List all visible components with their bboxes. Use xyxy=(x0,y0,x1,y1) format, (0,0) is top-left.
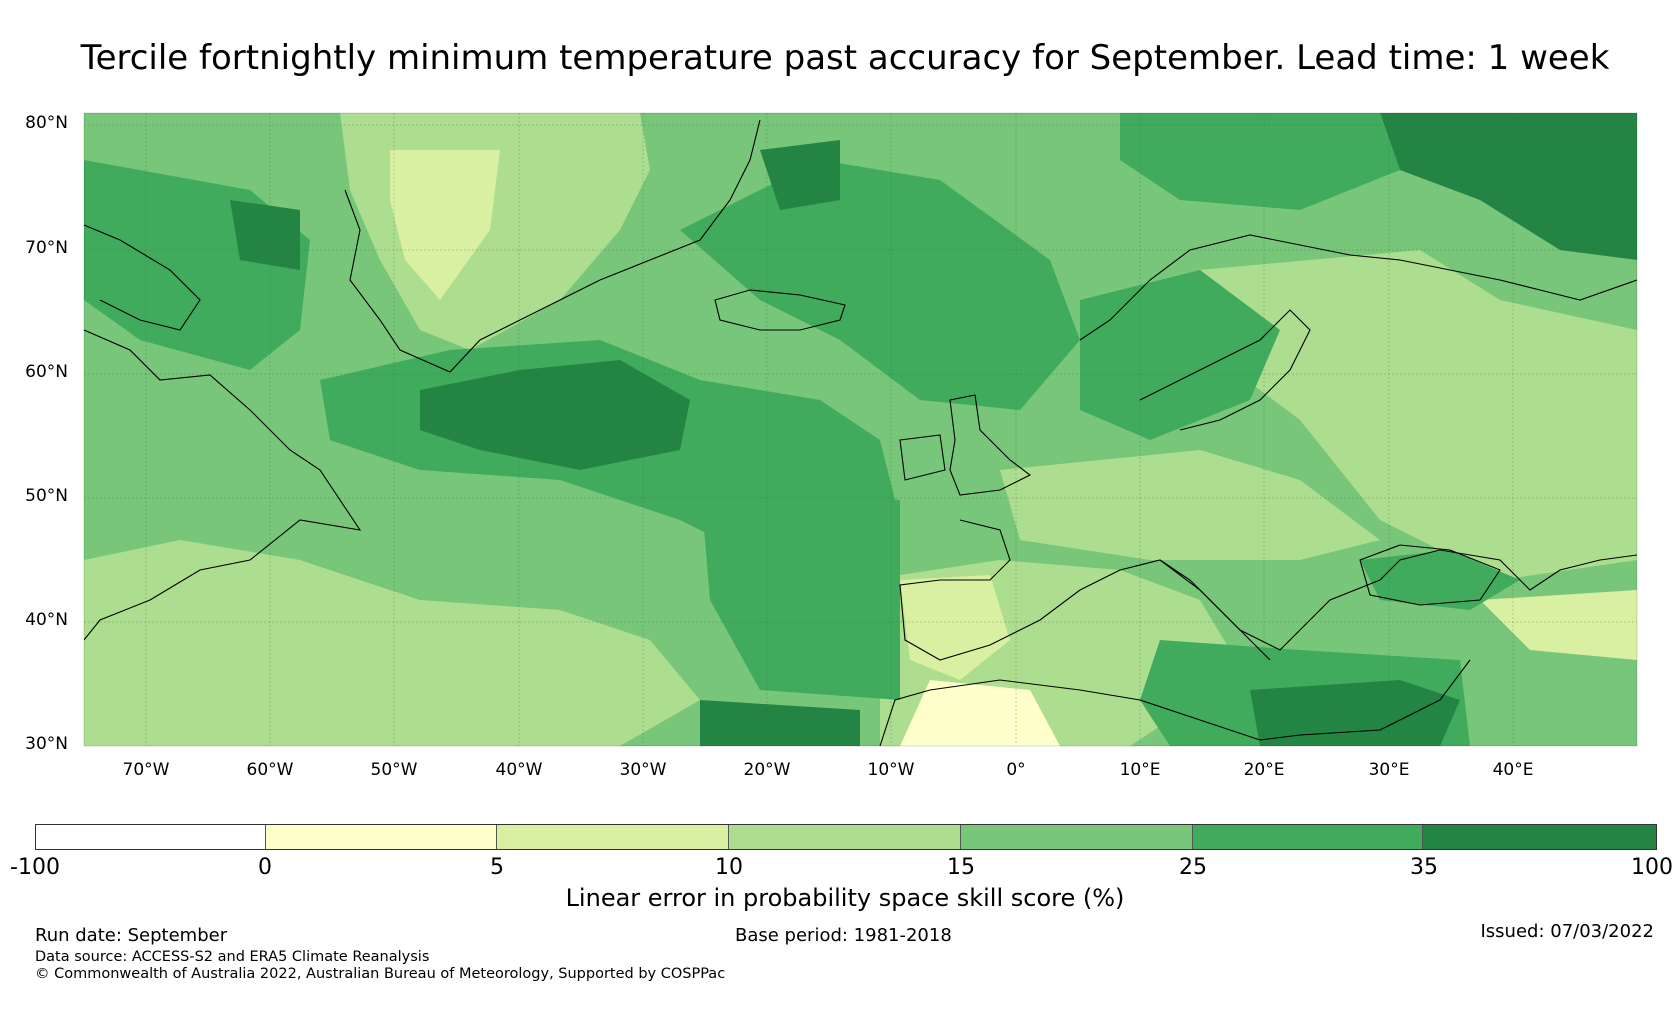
skill-region-norwegian-sea xyxy=(680,160,1080,410)
colorbar-bin-neg100-0 xyxy=(36,825,266,849)
skill-region-west-africa-coast xyxy=(700,480,900,700)
colorbar-label: Linear error in probability space skill … xyxy=(565,884,1125,912)
colorbar-tick-10: 10 xyxy=(715,855,743,880)
colorbar-bin-10-15 xyxy=(729,825,961,849)
coastline-scandinavia xyxy=(1079,234,1637,341)
colorbar-tick-0: 0 xyxy=(258,855,272,880)
coastline-italy xyxy=(1159,559,1271,661)
skill-region-azores-dark xyxy=(700,700,860,746)
lat-label-70n: 70°N xyxy=(25,238,68,258)
coastline-british-isles xyxy=(949,394,1032,496)
coastline-europe xyxy=(899,519,1637,661)
skill-region-caspian-light xyxy=(1480,590,1637,660)
lon-label-60w: 60°W xyxy=(246,760,294,780)
map-frame xyxy=(83,112,1638,747)
skill-region-east-greenland-dark xyxy=(760,140,840,210)
coastline-black-sea xyxy=(1359,544,1501,606)
colorbar-tick-100: 100 xyxy=(1631,855,1673,880)
lon-label-20e: 20°E xyxy=(1243,760,1285,780)
skill-region-barents-dark xyxy=(1380,113,1637,260)
skill-region-arctic xyxy=(1120,113,1400,210)
coastlines xyxy=(84,119,1637,746)
lon-label-30w: 30°W xyxy=(619,760,667,780)
map-title: Tercile fortnightly minimum temperature … xyxy=(80,38,1610,78)
lon-label-70w: 70°W xyxy=(122,760,170,780)
colorbar xyxy=(35,824,1657,850)
colorbar-tick-neg100: -100 xyxy=(10,855,60,880)
lat-label-30n: 30°N xyxy=(25,734,68,754)
skill-region-black-sea xyxy=(1360,550,1520,610)
lat-label-80n: 80°N xyxy=(25,113,68,133)
colorbar-tick-15: 15 xyxy=(947,855,975,880)
lon-label-40e: 40°E xyxy=(1492,760,1534,780)
lon-label-0: 0° xyxy=(1006,760,1026,780)
colorbar-tick-25: 25 xyxy=(1179,855,1207,880)
coastline-ireland xyxy=(899,434,946,481)
coastline-greenland xyxy=(344,119,761,373)
lat-label-60n: 60°N xyxy=(25,362,68,382)
lon-label-10e: 10°E xyxy=(1119,760,1161,780)
skill-region-europe-light xyxy=(1000,450,1380,560)
skill-region-greenland-interior xyxy=(390,150,500,300)
lon-label-40w: 40°W xyxy=(495,760,543,780)
skill-region-central-atlantic-light xyxy=(84,540,700,746)
run-date: Run date: September xyxy=(35,925,228,946)
issued-date: Issued: 07/03/2022 xyxy=(1480,921,1654,942)
skill-region-scandinavia xyxy=(1080,270,1280,440)
data-source: Data source: ACCESS-S2 and ERA5 Climate … xyxy=(35,949,430,965)
skill-region-east-med-dark xyxy=(1250,680,1460,746)
coastline-baffin xyxy=(84,224,201,331)
colorbar-tick-35: 35 xyxy=(1410,855,1438,880)
colorbar-bin-0-5 xyxy=(265,825,498,849)
colorbar-bin-35-100 xyxy=(1423,825,1657,849)
coastline-baltic xyxy=(1139,309,1311,431)
lon-label-10w: 10°W xyxy=(867,760,915,780)
skill-region-north-atlantic-core xyxy=(420,360,690,470)
colorbar-bin-25-35 xyxy=(1192,825,1424,849)
skill-region-baffin-dark xyxy=(230,200,300,270)
skill-region-iberia-light xyxy=(900,575,1010,680)
base-period: Base period: 1981-2018 xyxy=(735,925,952,946)
copyright: © Commonwealth of Australia 2022, Austra… xyxy=(35,966,726,982)
coastline-labrador xyxy=(84,329,362,641)
lat-label-50n: 50°N xyxy=(25,486,68,506)
lon-label-30e: 30°E xyxy=(1368,760,1410,780)
colorbar-bin-15-25 xyxy=(960,825,1193,849)
coastline-north-africa xyxy=(879,659,1471,746)
skill-region-sahara-light xyxy=(900,680,1060,746)
lon-label-50w: 50°W xyxy=(370,760,418,780)
coastline-iceland xyxy=(714,289,846,331)
lon-label-20w: 20°W xyxy=(743,760,791,780)
graticule xyxy=(84,113,1637,746)
colorbar-tick-5: 5 xyxy=(490,855,504,880)
colorbar-bin-5-10 xyxy=(497,825,730,849)
lat-label-40n: 40°N xyxy=(25,610,68,630)
